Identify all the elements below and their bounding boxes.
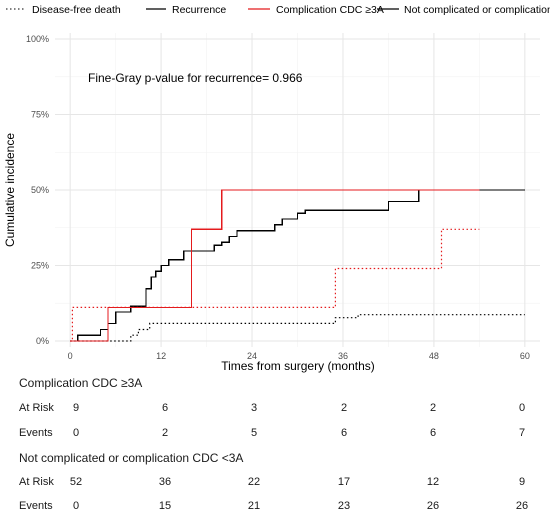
legend-complication-cdc-3a: Complication CDC ≥3A: [276, 4, 384, 16]
y-axis-label: Cumulative incidence: [3, 133, 17, 247]
risk-cell: 36: [158, 476, 172, 488]
risk-row-label: At Risk: [19, 402, 54, 414]
x-tick-label: 36: [338, 351, 348, 361]
x-tick-label: 0: [68, 351, 73, 361]
events-row-label: Events: [19, 427, 53, 439]
risk-cell: 3: [250, 402, 258, 414]
risk-cell: 9: [72, 402, 80, 414]
x-axis-label: Times from surgery (months): [221, 359, 375, 373]
legend-disease-free-death: Disease-free death: [32, 4, 121, 16]
events-cell: 5: [250, 427, 258, 439]
risk-group-title: Complication CDC ≥3A: [19, 376, 143, 390]
x-tick-label: 24: [247, 351, 257, 361]
events-row-label: Events: [19, 500, 53, 512]
series-lines: [70, 189, 525, 342]
black-disease-free-death-line: [70, 314, 525, 342]
y-tick-label: 0%: [36, 336, 49, 346]
legend: Disease-free death Recurrence Complicati…: [6, 4, 550, 16]
red-recurrence-line: [70, 189, 480, 342]
legend-not-complicated: Not complicated or complication CDC <3A: [404, 4, 550, 16]
x-tick-label: 48: [429, 351, 439, 361]
legend-recurrence: Recurrence: [172, 4, 226, 16]
risk-cell: 17: [337, 476, 351, 488]
risk-cell: 52: [69, 476, 83, 488]
risk-cell: 2: [340, 402, 348, 414]
risk-cell: 12: [426, 476, 440, 488]
events-cell: 15: [158, 500, 172, 512]
risk-cell: 9: [518, 476, 526, 488]
red-disease-free-death-line: [70, 228, 480, 342]
events-cell: 2: [161, 427, 169, 439]
events-cell: 0: [72, 500, 80, 512]
risk-row: At Risk 9 6 3 2 2 0: [0, 402, 550, 416]
x-tick-label: 12: [156, 351, 166, 361]
events-cell: 6: [429, 427, 437, 439]
y-tick-label: 50%: [31, 185, 49, 195]
risk-cell: 0: [518, 402, 526, 414]
y-tick-label: 75%: [31, 110, 49, 120]
risk-cell: 22: [247, 476, 261, 488]
events-cell: 26: [426, 500, 440, 512]
events-cell: 26: [515, 500, 529, 512]
events-cell: 0: [72, 427, 80, 439]
p-value-annotation: Fine-Gray p-value for recurrence= 0.966: [88, 71, 303, 85]
axis-ticks: 0 12 24 36 48 60 0% 25% 50% 75% 100%: [26, 34, 530, 361]
risk-cell: 6: [161, 402, 169, 414]
events-cell: 23: [337, 500, 351, 512]
risk-row-label: At Risk: [19, 476, 54, 488]
risk-group-title: Not complicated or complication CDC <3A: [19, 451, 244, 465]
events-row: Events 0 15 21 23 26 26: [0, 500, 550, 514]
black-recurrence-line: [70, 189, 525, 342]
y-tick-label: 100%: [26, 34, 49, 44]
x-tick-label: 60: [520, 351, 530, 361]
events-cell: 21: [247, 500, 261, 512]
events-cell: 7: [518, 427, 526, 439]
events-row: Events 0 2 5 6 6 7: [0, 427, 550, 441]
events-cell: 6: [340, 427, 348, 439]
risk-cell: 2: [429, 402, 437, 414]
y-tick-label: 25%: [31, 260, 49, 270]
risk-row: At Risk 52 36 22 17 12 9: [0, 476, 550, 490]
